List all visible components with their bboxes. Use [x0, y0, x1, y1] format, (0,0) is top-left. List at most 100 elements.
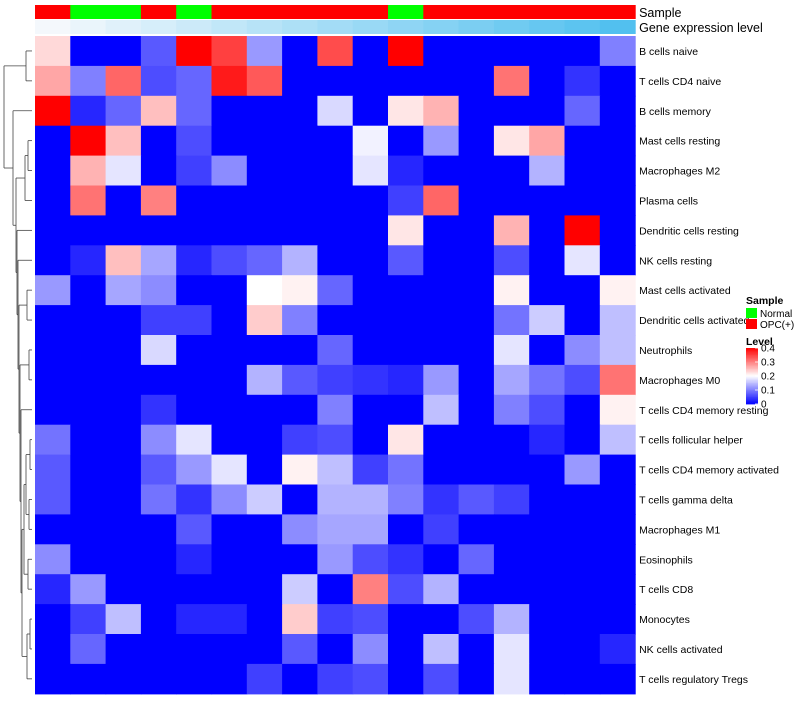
heatmap-cell — [282, 65, 318, 97]
heatmap-cell — [35, 574, 71, 605]
heatmap-cell — [105, 544, 142, 575]
heatmap-cell — [211, 514, 248, 545]
heatmap-cell — [70, 394, 107, 426]
level-legend-swatch — [746, 376, 758, 378]
heatmap-cell — [388, 514, 424, 545]
heatmap-cell — [176, 663, 213, 695]
heatmap-cell — [564, 155, 601, 187]
heatmap-cell — [423, 245, 460, 276]
heatmap-cell — [458, 514, 495, 545]
heatmap-cell — [211, 454, 248, 486]
heatmap-cell — [176, 634, 213, 665]
heatmap-cell — [246, 514, 283, 545]
heatmap-cell — [176, 125, 213, 157]
heatmap-cell — [176, 305, 213, 336]
row-label: Mast cells activated — [639, 285, 731, 297]
heatmap-cell — [176, 245, 213, 276]
expression-annotation-cell — [564, 20, 601, 34]
heatmap-cell — [564, 185, 601, 216]
heatmap-cell — [423, 574, 460, 605]
heatmap-cell — [70, 275, 107, 306]
level-legend-swatch — [746, 385, 758, 388]
row-label: T cells CD4 memory activated — [639, 465, 779, 477]
heatmap-cell — [352, 514, 389, 545]
heatmap-cell — [352, 155, 389, 187]
heatmap-cell — [140, 424, 177, 456]
heatmap-cell — [317, 36, 354, 67]
heatmap-cell — [105, 65, 142, 97]
heatmap-cell — [105, 574, 142, 605]
sample-legend-label: OPC(+) — [760, 320, 794, 331]
heatmap-cell — [35, 484, 71, 515]
heatmap-cell — [282, 634, 318, 665]
heatmap-cell — [599, 394, 636, 426]
heatmap-cells — [35, 36, 636, 695]
heatmap-cell — [105, 604, 142, 635]
heatmap-cell — [176, 544, 213, 575]
heatmap-cell — [388, 245, 424, 276]
heatmap-cell — [317, 663, 354, 695]
heatmap-cell — [211, 484, 248, 515]
row-label: Macrophages M1 — [639, 524, 720, 536]
level-legend-swatch — [746, 363, 758, 366]
heatmap-cell — [423, 364, 460, 396]
level-legend-tick-label: 0 — [761, 400, 767, 411]
heatmap-cell — [423, 335, 460, 366]
heatmap-cell — [35, 394, 71, 426]
heatmap-cell — [246, 364, 283, 396]
level-legend-swatch — [746, 360, 758, 363]
heatmap-cell — [140, 305, 177, 336]
heatmap-cell — [211, 364, 248, 396]
heatmap-cell — [176, 95, 213, 127]
heatmap-cell — [423, 36, 460, 67]
heatmap-cell — [529, 544, 566, 575]
heatmap-cell — [458, 215, 495, 246]
heatmap-cell — [599, 364, 636, 396]
level-legend-swatch — [746, 362, 758, 364]
heatmap-cell — [529, 275, 566, 306]
expression-annotation-label: Gene expression level — [639, 21, 763, 35]
heatmap-cell — [282, 95, 318, 127]
heatmap-cell — [176, 215, 213, 246]
level-legend-swatch — [746, 364, 758, 367]
heatmap-cell — [493, 36, 530, 67]
heatmap-cell — [105, 305, 142, 336]
level-legend-swatch — [746, 371, 758, 374]
heatmap-cell — [529, 185, 566, 216]
heatmap-cell — [140, 95, 177, 127]
heatmap-cell — [35, 36, 71, 67]
heatmap-cell — [493, 634, 530, 665]
heatmap-cell — [493, 125, 530, 157]
heatmap-cell — [176, 36, 213, 67]
heatmap-cell — [493, 155, 530, 187]
heatmap-cell — [35, 125, 71, 157]
level-legend-swatch — [746, 394, 758, 396]
row-label: B cells memory — [639, 106, 712, 118]
heatmap-cell — [423, 95, 460, 127]
heatmap-cell — [352, 454, 389, 486]
sample-annotation-cell — [599, 5, 636, 19]
heatmap-cell — [317, 634, 354, 665]
heatmap-cell — [70, 634, 107, 665]
heatmap-cell — [282, 424, 318, 456]
level-legend-swatch — [746, 392, 758, 395]
row-label: Plasma cells — [639, 195, 698, 207]
level-legend-swatch — [746, 390, 758, 392]
heatmap-cell — [246, 484, 283, 515]
heatmap-cell — [599, 245, 636, 276]
level-legend-swatch — [746, 349, 758, 352]
level-legend-swatch — [746, 401, 758, 403]
heatmap-cell — [211, 185, 248, 216]
heatmap-cell — [564, 454, 601, 486]
heatmap-cell — [458, 454, 495, 486]
heatmap-cell — [317, 604, 354, 635]
heatmap-cell — [246, 454, 283, 486]
sample-annotation-cell — [211, 5, 248, 19]
heatmap-cell — [246, 305, 283, 336]
heatmap-cell — [564, 604, 601, 635]
heatmap-cell — [317, 364, 354, 396]
level-legend-swatch — [746, 353, 758, 356]
sample-legend-swatch — [746, 308, 757, 318]
